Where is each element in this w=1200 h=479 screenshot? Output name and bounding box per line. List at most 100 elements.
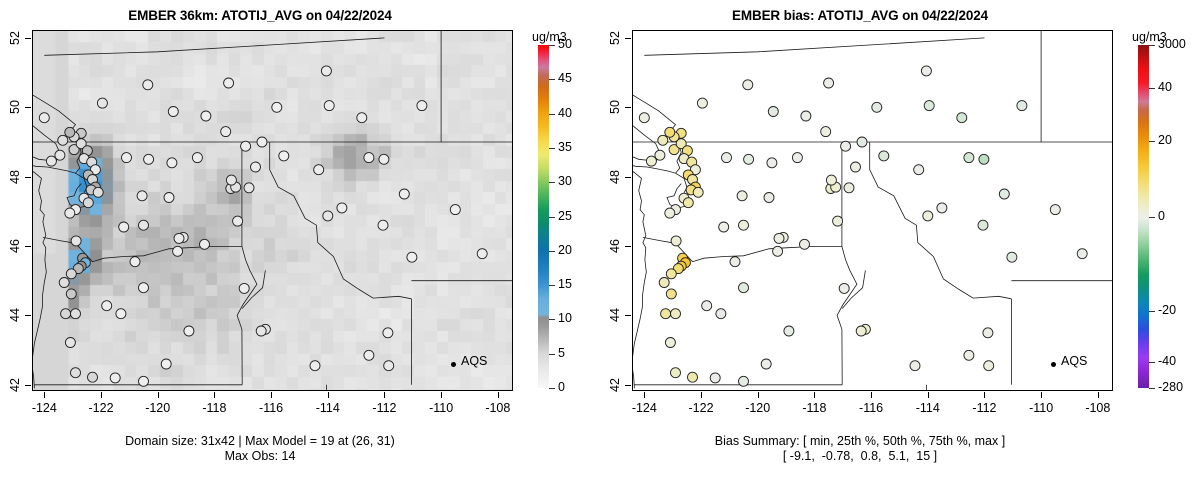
station-marker[interactable] (718, 221, 730, 233)
station-marker[interactable] (383, 360, 395, 372)
station-marker[interactable] (68, 144, 80, 156)
station-marker[interactable] (1006, 251, 1018, 263)
station-marker[interactable] (922, 210, 934, 222)
station-marker[interactable] (1049, 204, 1061, 216)
station-marker[interactable] (856, 136, 868, 148)
station-marker[interactable] (70, 235, 82, 247)
station-marker[interactable] (682, 197, 694, 209)
station-marker[interactable] (800, 110, 812, 122)
station-marker[interactable] (313, 164, 325, 176)
station-marker[interactable] (660, 308, 672, 320)
colorbar-bias[interactable]: ug/m3 -280 -40 -20 0 20 40 3000 (1132, 30, 1198, 395)
station-marker[interactable] (936, 202, 948, 214)
station-marker[interactable] (172, 245, 184, 257)
station-marker[interactable] (772, 245, 784, 257)
station-marker[interactable] (963, 349, 975, 361)
station-marker[interactable] (92, 186, 104, 198)
station-marker[interactable] (729, 256, 741, 268)
station-marker[interactable] (909, 360, 921, 372)
station-marker[interactable] (60, 308, 72, 320)
station-marker[interactable] (320, 65, 332, 77)
station-marker[interactable] (738, 375, 749, 387)
station-marker[interactable] (87, 371, 98, 383)
station-marker[interactable] (1016, 100, 1028, 112)
station-marker[interactable] (38, 112, 50, 124)
station-marker[interactable] (767, 106, 779, 117)
station-marker[interactable] (160, 358, 172, 370)
station-marker[interactable] (96, 97, 108, 109)
station-marker[interactable] (136, 190, 148, 202)
station-marker[interactable] (956, 112, 968, 124)
station-marker[interactable] (129, 256, 141, 268)
station-marker[interactable] (743, 153, 755, 165)
station-marker[interactable] (309, 360, 321, 372)
station-marker[interactable] (977, 219, 989, 231)
station-marker[interactable] (687, 371, 698, 383)
station-marker[interactable] (142, 79, 154, 91)
station-marker[interactable] (240, 140, 252, 152)
station-marker[interactable] (668, 144, 680, 156)
station-marker[interactable] (363, 152, 375, 164)
station-marker[interactable] (223, 77, 235, 89)
station-marker[interactable] (878, 150, 890, 162)
station-marker[interactable] (199, 238, 210, 250)
station-marker[interactable] (382, 327, 394, 339)
station-marker[interactable] (232, 215, 244, 227)
station-marker[interactable] (664, 126, 676, 138)
station-marker[interactable] (143, 153, 155, 165)
station-marker[interactable] (871, 101, 883, 113)
station-marker[interactable] (773, 232, 785, 244)
station-marker[interactable] (121, 152, 132, 164)
station-marker[interactable] (65, 268, 77, 280)
station-marker[interactable] (736, 190, 748, 202)
station-marker[interactable] (654, 149, 666, 161)
station-marker[interactable] (323, 100, 335, 112)
station-marker[interactable] (742, 79, 754, 91)
station-marker[interactable] (356, 112, 368, 124)
station-marker[interactable] (998, 188, 1010, 200)
station-marker[interactable] (278, 150, 290, 162)
station-marker[interactable] (118, 221, 130, 233)
station-marker[interactable] (665, 268, 677, 280)
station-marker[interactable] (243, 182, 255, 194)
station-marker[interactable] (664, 337, 676, 348)
station-marker[interactable] (658, 277, 670, 288)
station-marker[interactable] (978, 153, 990, 165)
station-marker[interactable] (825, 174, 837, 186)
station-marker[interactable] (173, 232, 185, 244)
station-marker[interactable] (109, 372, 121, 384)
station-marker[interactable] (983, 360, 995, 372)
station-marker[interactable] (200, 110, 212, 122)
station-marker[interactable] (920, 65, 932, 77)
station-marker[interactable] (101, 300, 113, 312)
station-marker[interactable] (238, 282, 250, 294)
station-marker[interactable] (45, 155, 57, 167)
station-marker[interactable] (838, 282, 850, 294)
station-marker[interactable] (738, 219, 749, 231)
station-marker[interactable] (416, 100, 428, 112)
station-marker[interactable] (738, 282, 749, 294)
station-marker[interactable] (138, 282, 149, 294)
station-markers-model[interactable] (33, 31, 512, 390)
station-marker[interactable] (138, 375, 149, 387)
station-marker[interactable] (645, 155, 657, 167)
station-marker[interactable] (225, 174, 237, 186)
station-marker[interactable] (923, 100, 935, 112)
station-marker[interactable] (220, 126, 232, 138)
station-marker[interactable] (760, 358, 772, 370)
station-marker[interactable] (70, 308, 81, 320)
station-markers-bias[interactable] (633, 31, 1112, 390)
station-marker[interactable] (832, 215, 844, 227)
station-marker[interactable] (64, 337, 76, 348)
station-marker[interactable] (336, 202, 348, 214)
station-marker[interactable] (476, 248, 488, 260)
station-marker[interactable] (721, 152, 732, 164)
station-marker[interactable] (398, 188, 410, 200)
station-marker[interactable] (64, 126, 76, 138)
station-marker[interactable] (115, 308, 127, 320)
station-marker[interactable] (763, 192, 775, 203)
station-marker[interactable] (665, 288, 677, 300)
station-marker[interactable] (766, 157, 778, 169)
station-marker[interactable] (791, 152, 803, 164)
station-marker[interactable] (670, 308, 681, 320)
